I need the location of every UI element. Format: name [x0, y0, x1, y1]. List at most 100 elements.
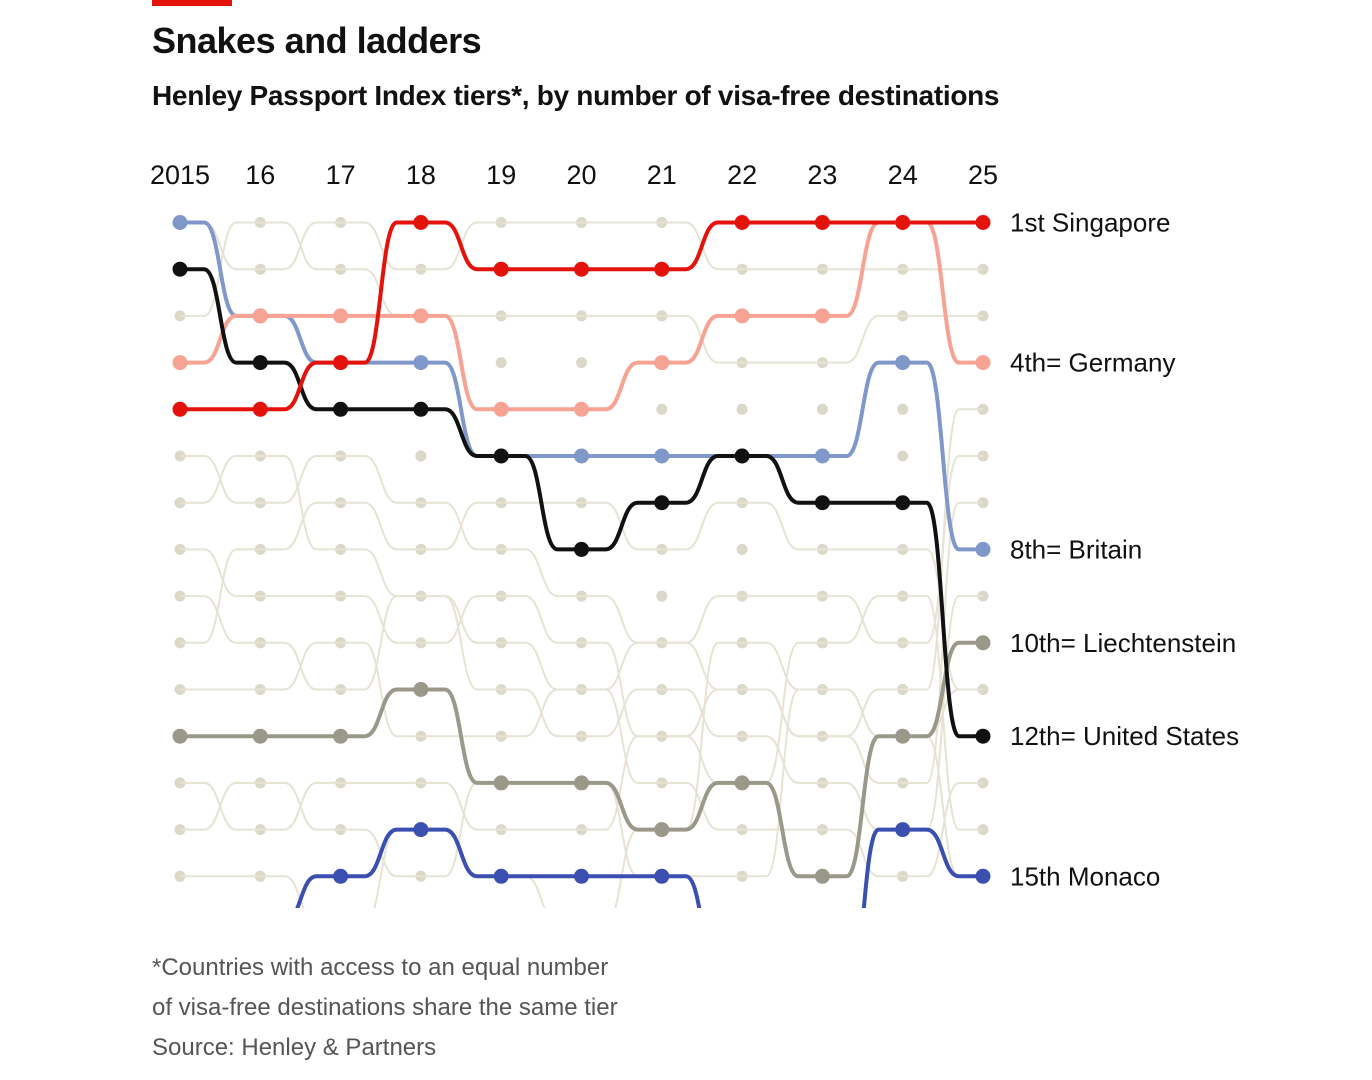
x-tick-label: 24	[888, 160, 918, 190]
background-series-line	[180, 221, 983, 364]
background-series-line	[180, 501, 983, 784]
series-point	[574, 775, 589, 791]
series-point	[734, 448, 750, 464]
series-end-label: 8th= Britain	[1010, 534, 1142, 564]
series-point	[413, 682, 429, 697]
grid-dot	[495, 357, 507, 369]
series-point	[734, 308, 750, 324]
series-point	[493, 448, 509, 464]
series-line	[180, 220, 983, 412]
series-end-label: 1st Singapore	[1010, 208, 1170, 238]
series-point	[493, 261, 509, 277]
background-series-line	[180, 595, 983, 831]
series-point	[654, 261, 670, 277]
x-tick-label: 16	[245, 160, 275, 190]
series-line	[180, 220, 983, 412]
source-note: Source: Henley & Partners	[152, 1034, 437, 1061]
series-point	[252, 401, 268, 417]
series-point	[333, 401, 349, 417]
series-point	[172, 215, 188, 230]
series-point	[814, 495, 830, 511]
series-point	[574, 261, 589, 277]
series-end-label: 4th= Germany	[1010, 348, 1175, 378]
background-series-line	[180, 595, 983, 831]
x-tick-label: 25	[968, 160, 998, 190]
background-series-line	[180, 221, 983, 271]
chart-title: Snakes and ladders	[152, 20, 482, 61]
series-point	[493, 868, 509, 884]
series-point	[252, 355, 268, 371]
series-point	[654, 448, 670, 464]
series-point	[895, 728, 911, 744]
series-point	[975, 355, 991, 371]
series-point	[975, 541, 991, 557]
series-point	[574, 868, 589, 884]
series-point	[895, 215, 911, 230]
footnote-line-1: *Countries with access to an equal numbe…	[152, 954, 609, 981]
series-point	[734, 775, 750, 791]
series-point	[814, 215, 830, 230]
series-point	[333, 308, 349, 324]
series-point	[333, 728, 349, 744]
series-point	[574, 448, 589, 464]
chart-subtitle: Henley Passport Index tiers*, by number …	[152, 80, 1000, 111]
series-point	[172, 355, 188, 371]
series-point	[493, 775, 509, 791]
grid-dot	[656, 403, 668, 415]
x-tick-label: 21	[647, 160, 677, 190]
grid-dot	[415, 450, 427, 462]
series-point	[975, 868, 991, 884]
grid-dot	[897, 403, 909, 415]
series-point	[172, 261, 188, 277]
series-point	[333, 355, 349, 371]
series-point	[814, 448, 830, 464]
series-point	[413, 401, 429, 417]
x-tick-label: 17	[326, 160, 356, 190]
grid-dot	[736, 543, 748, 555]
series-end-label: 12th= United States	[1010, 721, 1239, 751]
series-point	[895, 495, 911, 511]
series-point	[413, 355, 429, 371]
series-end-label: 15th Monaco	[1010, 861, 1160, 891]
grid-dot	[897, 450, 909, 462]
series-point	[172, 401, 188, 417]
x-tick-label: 22	[727, 160, 757, 190]
series-point	[574, 401, 589, 417]
series-point	[413, 308, 429, 324]
bump-chart: 2015 16 17 18 19 20 21 22 23 24 25 1st Singapore 4th…	[150, 160, 1239, 908]
series-line	[180, 640, 983, 879]
background-series-line	[180, 641, 983, 878]
series-point	[654, 822, 670, 838]
x-tick-label: 19	[486, 160, 516, 190]
x-tick-label: 23	[807, 160, 837, 190]
series-line	[180, 220, 983, 552]
series-point	[252, 728, 268, 744]
series-point	[975, 635, 991, 651]
series-point	[895, 355, 911, 371]
series-point	[574, 541, 589, 557]
series-point	[814, 308, 830, 324]
series-point	[654, 495, 670, 511]
series-point	[895, 822, 911, 838]
series-point	[814, 868, 830, 884]
series-point	[172, 728, 188, 744]
footnote: *Countries with access to an equal numbe…	[152, 948, 618, 1068]
grid-dot	[576, 357, 587, 369]
background-series-line	[180, 501, 983, 691]
grid-dot	[656, 590, 668, 602]
series-point	[413, 215, 429, 230]
series-point	[975, 215, 991, 230]
grid-dot	[816, 403, 828, 415]
series-point	[252, 308, 268, 324]
background-series-line	[180, 455, 983, 644]
series-point	[413, 822, 429, 838]
series-point	[333, 868, 349, 884]
series-end-label: 10th= Liechtenstein	[1010, 628, 1236, 658]
x-tick-label: 20	[566, 160, 596, 190]
series-point	[734, 215, 750, 230]
series-point	[975, 728, 991, 744]
x-tick-label: 18	[406, 160, 436, 190]
accent-tag	[152, 0, 232, 6]
series-point	[654, 868, 670, 884]
series-point	[493, 401, 509, 417]
